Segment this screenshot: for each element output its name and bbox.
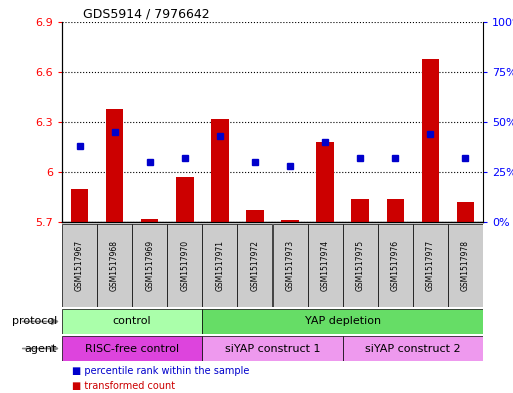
Bar — [422, 59, 439, 222]
Bar — [62, 336, 202, 361]
Bar — [308, 224, 343, 307]
Text: protocol: protocol — [12, 316, 57, 327]
Bar — [238, 224, 272, 307]
Bar — [202, 309, 483, 334]
Bar — [272, 224, 308, 307]
Text: GSM1517978: GSM1517978 — [461, 240, 470, 291]
Bar — [246, 210, 264, 222]
Text: GSM1517968: GSM1517968 — [110, 240, 119, 291]
Bar — [62, 309, 202, 334]
Bar — [386, 199, 404, 222]
Bar — [413, 224, 448, 307]
Text: YAP depletion: YAP depletion — [305, 316, 381, 327]
Text: GSM1517972: GSM1517972 — [250, 240, 260, 291]
Text: control: control — [113, 316, 151, 327]
Text: GSM1517977: GSM1517977 — [426, 240, 435, 291]
Text: siYAP construct 1: siYAP construct 1 — [225, 343, 320, 353]
Text: GSM1517971: GSM1517971 — [215, 240, 224, 291]
Text: GSM1517970: GSM1517970 — [180, 240, 189, 291]
Text: ■ percentile rank within the sample: ■ percentile rank within the sample — [72, 366, 250, 376]
Text: siYAP construct 2: siYAP construct 2 — [365, 343, 461, 353]
Text: RISC-free control: RISC-free control — [85, 343, 179, 353]
Text: ■ transformed count: ■ transformed count — [72, 381, 175, 391]
Text: GSM1517973: GSM1517973 — [286, 240, 294, 291]
Bar — [351, 199, 369, 222]
Bar — [71, 189, 88, 222]
Bar — [167, 224, 202, 307]
Text: GSM1517974: GSM1517974 — [321, 240, 330, 291]
Bar — [176, 177, 193, 222]
Text: GSM1517969: GSM1517969 — [145, 240, 154, 291]
Text: GSM1517967: GSM1517967 — [75, 240, 84, 291]
Bar — [378, 224, 413, 307]
Text: GSM1517975: GSM1517975 — [356, 240, 365, 291]
Bar — [97, 224, 132, 307]
Bar — [62, 224, 97, 307]
Bar — [448, 224, 483, 307]
Bar — [106, 109, 124, 222]
Bar — [211, 119, 229, 222]
Bar — [281, 220, 299, 222]
Bar — [457, 202, 474, 222]
Bar — [343, 336, 483, 361]
Text: GSM1517976: GSM1517976 — [391, 240, 400, 291]
Bar — [141, 219, 159, 222]
Bar — [202, 336, 343, 361]
Bar — [202, 224, 238, 307]
Bar — [132, 224, 167, 307]
Text: GDS5914 / 7976642: GDS5914 / 7976642 — [83, 8, 210, 21]
Text: agent: agent — [25, 343, 57, 353]
Bar — [317, 142, 334, 222]
Bar — [343, 224, 378, 307]
